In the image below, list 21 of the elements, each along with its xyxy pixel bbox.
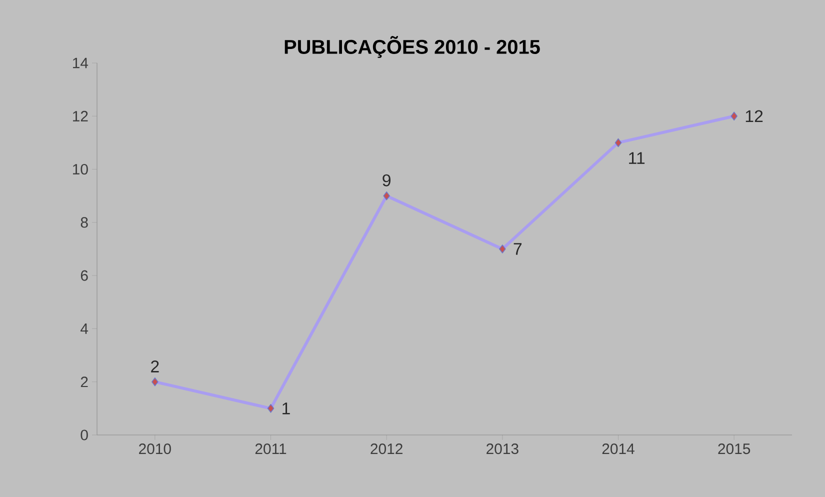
y-tick-label: 4 [80,324,88,334]
y-tick-label: 14 [73,58,88,68]
chart-title: PUBLICAÇÕES 2010 - 2015 [284,36,540,58]
data-label: 7 [514,243,522,255]
y-tick-label: 6 [80,270,88,281]
y-tick-label: 10 [73,164,88,175]
data-label: 9 [382,174,391,186]
data-label: 2 [151,360,159,372]
data-label: 11 [629,152,645,164]
y-tick-label: 2 [80,376,88,388]
y-tick-label: 0 [80,430,88,440]
x-tick-label: 2015 [718,444,750,454]
y-tick-label: 8 [80,217,88,228]
x-tick-label: 2013 [486,444,518,454]
x-tick-label: 2014 [602,444,634,454]
x-tick-label: 2011 [255,444,286,454]
x-tick-label: 2012 [370,444,402,454]
data-label: 12 [746,110,763,122]
data-label: 1 [282,402,290,414]
x-tick-label: 2010 [139,444,171,454]
y-tick-label: 12 [73,110,88,122]
